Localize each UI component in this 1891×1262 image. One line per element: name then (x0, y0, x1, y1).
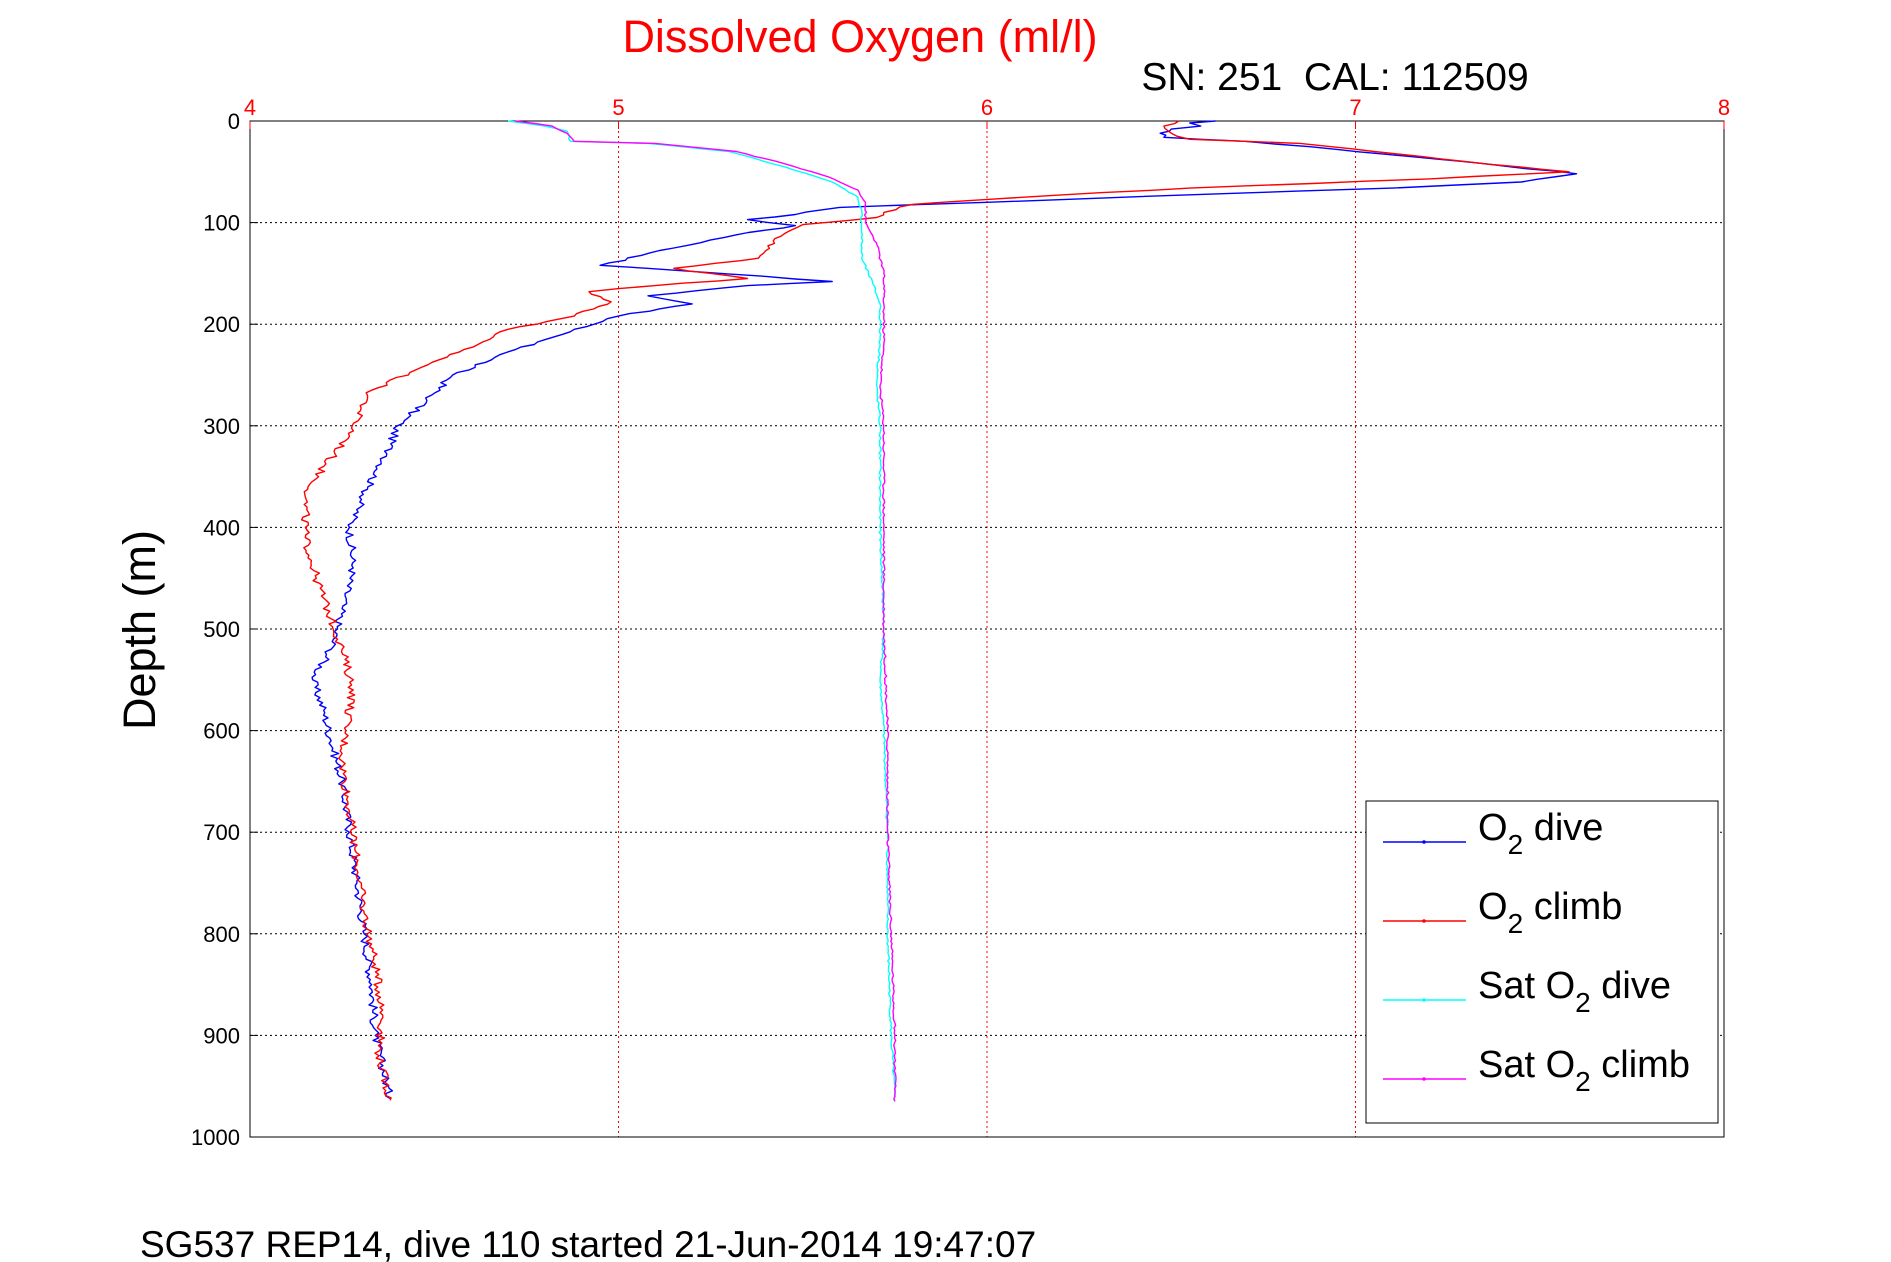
x-tick-label: 4 (244, 95, 256, 120)
legend-marker-o2-dive (1422, 840, 1426, 844)
y-tick-label: 600 (203, 719, 240, 744)
x-tick-label: 8 (1718, 95, 1730, 120)
y-tick-label: 100 (203, 211, 240, 236)
y-tick-label: 500 (203, 617, 240, 642)
data-series (300, 120, 1578, 1102)
x-tick-label: 7 (1349, 95, 1361, 120)
legend-label-o2-climb: O2 climb (1478, 886, 1622, 939)
y-tick-label: 800 (203, 922, 240, 947)
chart-subtitle: SN: 251 CAL: 112509 (1141, 56, 1528, 99)
y-tick-label: 900 (203, 1023, 240, 1048)
series-line-o2-dive (311, 120, 1578, 1100)
series-line-sat-o2-climb (515, 120, 897, 1102)
footer-caption: SG537 REP14, dive 110 started 21-Jun-201… (140, 1224, 1036, 1262)
legend: O2 dive O2 climb Sat O2 dive Sat O2 climb (1365, 800, 1719, 1124)
grid (250, 121, 1724, 1137)
y-axis-label: Depth (m) (114, 530, 165, 730)
y-tick-label: 700 (203, 820, 240, 845)
legend-box (1365, 800, 1719, 1124)
x-tick-label: 6 (981, 95, 993, 120)
x-tick-label: 5 (612, 95, 624, 120)
y-tick-label: 200 (203, 312, 240, 337)
x-axis-ticks: 4 5 6 7 8 (244, 95, 1730, 129)
legend-marker-o2-climb (1422, 919, 1426, 923)
legend-label-sat-o2-dive: Sat O2 dive (1478, 965, 1671, 1018)
y-tick-label: 0 (228, 109, 240, 134)
legend-marker-sat-o2-climb (1422, 1077, 1426, 1081)
series-line-o2-climb (300, 120, 1570, 1101)
y-tick-label: 1000 (191, 1125, 240, 1150)
y-tick-label: 400 (203, 515, 240, 540)
chart-title: Dissolved Oxygen (ml/l) (622, 11, 1097, 62)
legend-label-o2-dive: O2 dive (1478, 807, 1603, 860)
legend-marker-sat-o2-dive (1422, 998, 1426, 1002)
y-axis-ticks: 0 100 200 300 400 500 600 700 800 900 1000 (191, 109, 258, 1150)
y-tick-label: 300 (203, 414, 240, 439)
legend-label-sat-o2-climb: Sat O2 climb (1478, 1044, 1690, 1097)
